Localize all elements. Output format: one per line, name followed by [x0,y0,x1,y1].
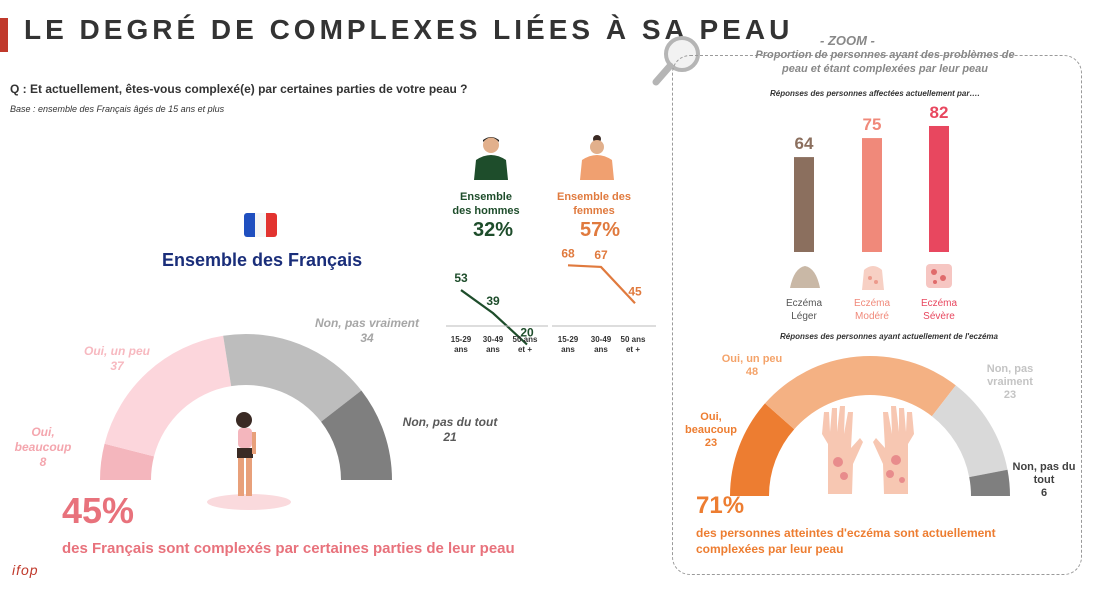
bar-label-1: Eczéma Modéré [854,298,891,322]
hommes-title: Ensemble des hommes [452,191,520,217]
gauge-label-non-pas-du-tout: Non, pas du tout 21 [390,415,510,445]
hommes-line [460,289,528,346]
gauge-label-oui-un-peu: Oui, un peu 37 [72,344,162,374]
ensemble-label: Ensemble des Français [162,250,363,270]
ecz-label-oui-un-peu: Oui, un peu 48 [712,353,792,379]
ecz-gauge-segment-2 [931,385,1008,478]
bar-2 [929,125,949,252]
skin-modere-icon [858,262,888,295]
zoom-responses-note-1: Réponses des personnes affectées actuell… [770,89,980,98]
skin-leger-icon [788,264,822,295]
gauge-segment-2 [223,334,362,422]
zoom-panel [672,55,1082,575]
skin-severe-icon [924,262,954,295]
eczema-big-percentage: 71% [696,492,745,519]
gauge-label-non-pas-vraiment: Non, pas vraiment 34 [300,316,434,346]
zoom-subtitle: Proportion de personnes ayant des problè… [755,49,1015,75]
age-tick-f-2: 30-49 ans [590,335,612,354]
ifop-logo: ifop [12,562,39,578]
age-tick-h-3: 50 ans et + [512,335,538,354]
hands-illustration [818,404,918,501]
gauge-label-value: 37 [110,359,124,373]
femmes-line [567,264,636,305]
gauge-label-oui-beaucoup: Oui, beaucoup 8 [12,425,74,470]
bar-value-0: 64 [795,134,814,153]
hommes-value-1: 39 [486,294,500,308]
gauge-label-name: Oui, un peu [84,344,150,358]
ecz-gauge-segment-1 [764,356,956,430]
ecz-label-value: 6 [1040,487,1048,499]
page-title: LE DEGRÉ DE COMPLEXES LIÉES À SA PEAU [24,14,794,45]
age-tick-f-1: 15-29 ans [557,335,579,354]
gauge-label-value: 21 [443,430,457,444]
base-note: Base : ensemble des Français âgés de 15 … [10,104,225,114]
gauge-label-value: 8 [39,455,47,469]
gauge-label-name: Non, pas du tout [402,415,498,429]
gauge-label-value: 34 [360,331,374,345]
ecz-gauge-segment-3 [969,469,1010,496]
femmes-title: Ensemble des femmes [557,191,631,217]
ecz-gauge-segment-0 [730,403,795,496]
gauge-label-name: Non, pas vraiment [314,316,420,330]
man-icon [470,134,512,185]
ecz-label-name: Non, pas vraiment [986,363,1034,388]
hommes-value-0: 53 [454,271,468,285]
ecz-label-value: 48 [745,366,759,378]
gauge-segment-1 [104,335,232,457]
femmes-total: 57% [580,219,621,241]
woman-illustration [204,406,294,517]
bar-label-2: Eczéma Sévère [921,298,958,322]
age-tick-h-1: 15-29 ans [450,335,472,354]
france-flag-icon [244,213,277,237]
ecz-label-name: Oui, beaucoup [685,411,737,436]
zoom-title: - ZOOM - [820,33,875,48]
big-percentage-caption: des Français sont complexés par certaine… [62,540,515,557]
gauge-segment-0 [100,443,154,480]
bar-value-2: 82 [930,103,949,122]
femmes-value-0: 68 [561,246,575,260]
question-text: Q : Et actuellement, êtes-vous complexé(… [10,82,468,96]
ecz-label-value: 23 [1003,389,1017,401]
bar-value-1: 75 [863,115,882,134]
ecz-label-non-pas-vraiment: Non, pas vraiment 23 [976,363,1044,402]
gauge-label-name: Oui, beaucoup [14,425,72,454]
gauge-segment-3 [321,390,392,480]
bar-1 [862,138,882,252]
femmes-value-2: 45 [628,284,642,298]
ecz-label-name: Oui, un peu [721,353,783,365]
ecz-label-name: Non, pas du tout [1012,461,1076,486]
bar-label-0: Eczéma Léger [786,298,823,322]
age-tick-h-2: 30-49 ans [482,335,504,354]
eczema-big-caption: des personnes atteintes d'eczéma sont ac… [696,526,996,556]
zoom-responses-note-2: Réponses des personnes ayant actuellemen… [780,332,998,341]
bar-0 [794,157,814,252]
hommes-value-2: 20 [520,326,534,340]
femmes-value-1: 67 [594,248,608,262]
ecz-label-non-pas-du-tout: Non, pas du tout 6 [1012,461,1076,500]
hommes-total: 32% [473,219,514,241]
woman-icon [576,134,618,185]
big-percentage: 45% [62,490,135,531]
age-tick-f-3: 50 ans et + [620,335,646,354]
ecz-label-value: 23 [704,437,718,449]
title-accent-bar [0,18,8,52]
ecz-label-oui-beaucoup: Oui, beaucoup 23 [674,411,748,450]
